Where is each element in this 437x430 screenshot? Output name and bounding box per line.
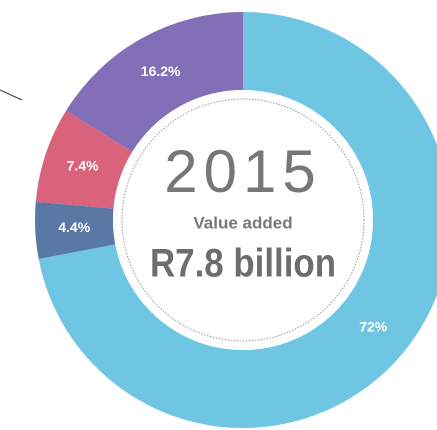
- slice-label: 7.4%: [67, 157, 99, 173]
- donut-slice: [35, 110, 133, 209]
- slice-label: 72%: [359, 318, 388, 334]
- center-value: R7.8 billion: [150, 242, 336, 286]
- donut-slice: [35, 201, 116, 259]
- slice-label: 4.4%: [58, 219, 90, 235]
- donut-slice: [38, 12, 437, 428]
- center-title: 2015: [164, 138, 321, 205]
- donut: [35, 12, 437, 428]
- leader-line: [0, 89, 23, 101]
- donut-slice: [65, 12, 243, 152]
- slice-label: 16.2%: [141, 63, 181, 79]
- center-subtitle: Value added: [193, 213, 292, 232]
- inner-ring: [121, 98, 365, 342]
